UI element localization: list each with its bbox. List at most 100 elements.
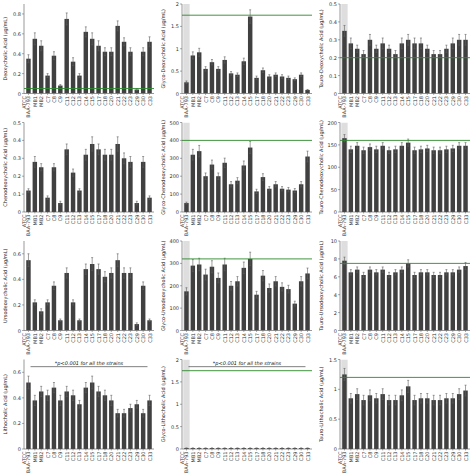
error-cap (149, 36, 151, 37)
x-tick-label: C15 (405, 333, 411, 343)
error-cap (192, 448, 194, 449)
error-cap (268, 74, 270, 75)
x-tick-label-line: C20 (266, 96, 272, 106)
bar (90, 39, 94, 94)
bar (58, 400, 62, 449)
x-tick (243, 331, 244, 333)
error-bar (123, 38, 125, 46)
x-tick (256, 94, 257, 96)
y-tick (338, 330, 340, 331)
error-stem (53, 52, 54, 60)
x-tick-label: MB2 (38, 452, 44, 463)
error-stem (149, 37, 150, 47)
error-cap (300, 76, 302, 77)
x-tick (199, 331, 200, 333)
x-tick-label-line: C13 (392, 333, 398, 343)
error-bar (414, 38, 416, 49)
shaded-region (341, 4, 347, 94)
x-tick (344, 331, 345, 333)
error-cap (375, 45, 377, 46)
error-cap (104, 271, 106, 272)
error-cap (256, 193, 258, 194)
x-tick (301, 331, 302, 333)
error-stem (420, 38, 421, 49)
bar (64, 149, 68, 212)
x-tick-label: C18 (260, 333, 266, 343)
error-stem (262, 174, 263, 181)
x-tick-label: C9 (215, 452, 221, 459)
x-tick-label-line: C22 (121, 333, 127, 343)
error-bar (123, 268, 125, 278)
bar (425, 49, 429, 94)
y-tick-label: 0.6 (13, 369, 21, 375)
error-stem (192, 260, 193, 272)
x-tick-label: C11 (222, 96, 228, 106)
error-bar (382, 267, 384, 272)
error-stem (376, 270, 377, 275)
error-stem (79, 189, 80, 193)
panel: 0100200300400500ATCCBAA-793MB1MB2C7C8C9C… (160, 120, 312, 237)
x-tick (465, 212, 466, 214)
error-stem (363, 272, 364, 277)
error-bar (356, 389, 358, 400)
x-tick-label: C30 (298, 215, 304, 225)
y-tick-label: 0 (334, 328, 337, 334)
error-cap (369, 266, 371, 267)
y-tick (22, 397, 24, 398)
bar (267, 76, 271, 93)
x-tick (53, 94, 54, 96)
x-tick-label-line: C9 (57, 333, 63, 340)
x-tick-label-line: C29 (134, 215, 140, 225)
bar (96, 269, 100, 330)
error-cap (40, 50, 42, 51)
x-tick-label: C9 (57, 215, 63, 222)
bar (203, 176, 207, 212)
bar (184, 82, 188, 93)
x-tick-label: C9 (215, 96, 221, 103)
x-tick-label: C22 (437, 215, 443, 225)
error-cap (394, 269, 396, 270)
error-cap (407, 34, 409, 35)
error-cap (211, 169, 213, 170)
x-tick-label: ATCCBAA-793 (179, 451, 190, 473)
x-tick-label: C29 (134, 333, 140, 343)
x-tick-label-line: C20 (424, 333, 430, 343)
x-tick (224, 94, 225, 96)
error-cap (394, 146, 396, 147)
y-tick (180, 4, 182, 5)
x-tick-label-line: MB2 (354, 333, 360, 344)
error-cap (363, 50, 365, 51)
error-cap (185, 203, 187, 204)
x-tick-label-line: C9 (215, 333, 221, 340)
x-tick-label: C23 (285, 215, 291, 225)
error-stem (231, 281, 232, 290)
error-stem (53, 164, 54, 171)
bar (84, 388, 88, 449)
error-bar (205, 173, 207, 179)
error-stem (224, 158, 225, 167)
error-cap (243, 448, 245, 449)
error-bar (47, 74, 49, 78)
x-tick (427, 94, 428, 96)
error-cap (414, 38, 416, 39)
x-tick-label: C30 (298, 96, 304, 106)
error-bar (401, 38, 403, 49)
error-cap (198, 448, 200, 449)
error-cap (78, 73, 80, 74)
error-cap (149, 395, 151, 396)
bar (451, 272, 455, 330)
x-tick-label: C17 (254, 96, 260, 106)
bar (128, 162, 132, 212)
x-tick-label: C15 (405, 215, 411, 225)
error-cap (27, 266, 29, 267)
y-tick-label: 200 (327, 120, 337, 126)
panel: 00.10.20.30.40.5ATCCBAA-793MB1MB2C7C8C9C… (318, 1, 470, 118)
y-tick-label: 200 (169, 173, 179, 179)
x-tick (34, 331, 35, 333)
plot-area (182, 360, 312, 450)
x-tick-label: C11 (380, 215, 386, 225)
x-tick-label: C12 (386, 215, 392, 225)
x-tick-label-line: C11 (222, 215, 228, 225)
x-tick (231, 449, 232, 451)
error-stem (92, 137, 93, 151)
